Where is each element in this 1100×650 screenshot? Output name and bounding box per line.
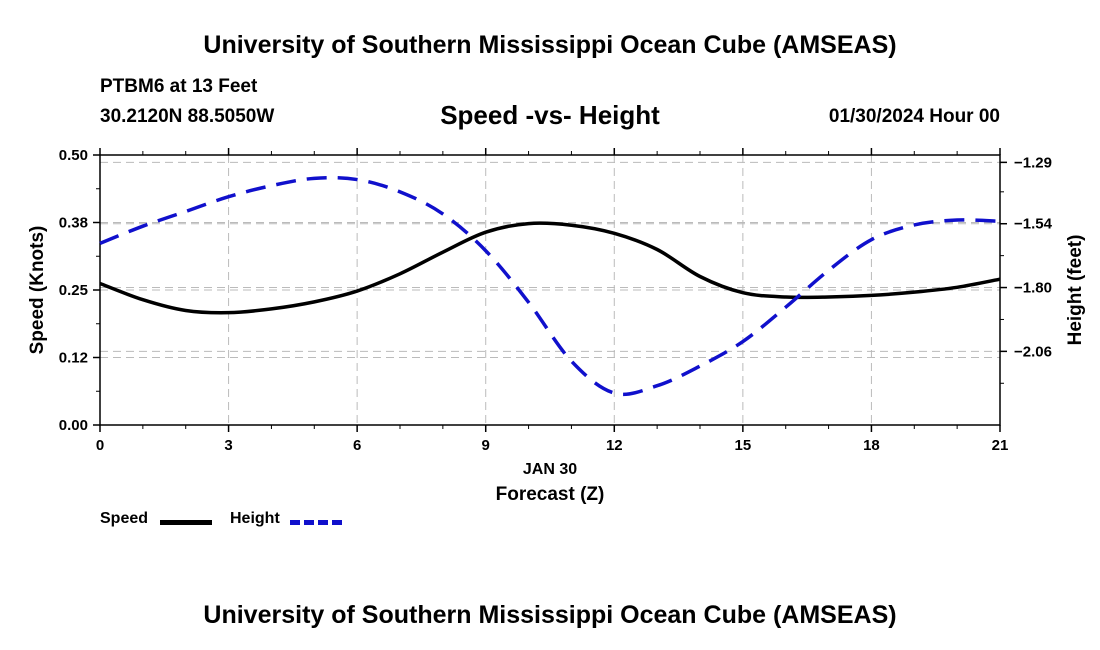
x-tick-label: 3: [224, 437, 232, 454]
series-line-speed: [99, 221, 1001, 315]
y-tick-label: 0.25: [59, 282, 88, 299]
y-tick-label: 0.00: [59, 417, 88, 434]
forecast-date: 01/30/2024 Hour 00: [828, 106, 1000, 127]
y2-tick-label: −1.54: [1014, 216, 1053, 233]
x-axis-label: Forecast (Z): [496, 484, 605, 505]
x-tick-label: 9: [482, 437, 490, 454]
y-tick-label: 0.12: [59, 350, 88, 367]
chart-title: Speed -vs- Height: [440, 100, 660, 130]
y2-tick-label: −2.06: [1014, 343, 1052, 360]
y2-axis-label: Height (feet): [1065, 235, 1086, 346]
y-tick-label: 0.50: [59, 147, 88, 164]
x-tick-label: 0: [96, 437, 104, 454]
legend-height-label: Height: [230, 510, 280, 527]
y-axis-label: Speed (Knots): [27, 226, 48, 355]
data-series: [99, 175, 1001, 397]
axis-tick-labels: 0 3 6 9 12 15 18 21 0.00 0.12 0.25 0.38 0.50 −2.06 −1.…: [59, 147, 1053, 454]
x-tick-label: 21: [992, 437, 1009, 454]
legend-speed-label: Speed: [100, 510, 149, 527]
series-line-height: [99, 175, 1001, 397]
legend-height-swatch: [290, 520, 342, 525]
y2-tick-label: −1.29: [1014, 154, 1052, 171]
footer-title: University of Southern Mississippi Ocean…: [203, 601, 897, 629]
main-title: University of Southern Mississippi Ocean…: [203, 31, 897, 59]
x-tick-label: 6: [353, 437, 361, 454]
x-axis-date-label: JAN 30: [523, 461, 577, 478]
x-tick-label: 15: [735, 437, 752, 454]
station-label: PTBM6 at 13 Feet: [100, 76, 258, 97]
x-tick-label: 12: [606, 437, 623, 454]
axis-ticks: [93, 148, 1007, 432]
y-tick-label: 0.38: [59, 215, 88, 232]
x-tick-label: 18: [863, 437, 880, 454]
legend-speed-swatch: [160, 520, 212, 525]
station-coordinates: 30.2120N 88.5050W: [100, 106, 275, 127]
y2-tick-label: −1.80: [1014, 280, 1052, 297]
